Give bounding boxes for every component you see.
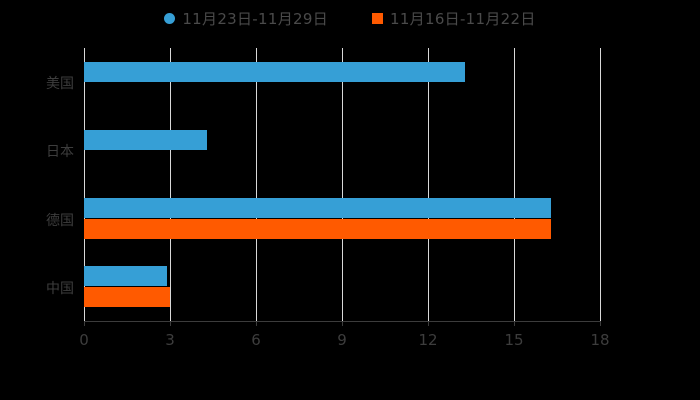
gridline-x-3: [170, 48, 171, 321]
x-tick-mark-12: [428, 321, 429, 326]
x-tick-label: 18: [590, 331, 610, 349]
x-tick-mark-9: [342, 321, 343, 326]
x-tick-label: 9: [337, 331, 347, 349]
bar-series-0-category-3[interactable]: [84, 266, 168, 287]
x-tick-mark-0: [84, 321, 85, 326]
bar-series-0-category-2[interactable]: [84, 198, 552, 219]
x-tick-mark-6: [256, 321, 257, 326]
x-tick-label: 6: [251, 331, 261, 349]
x-tick-mark-18: [600, 321, 601, 326]
x-tick-label: 0: [79, 331, 89, 349]
x-tick-label: 3: [165, 331, 175, 349]
x-tick-label: 15: [504, 331, 524, 349]
bar-series-1-category-3[interactable]: [84, 287, 170, 308]
x-tick-mark-3: [170, 321, 171, 326]
legend-item-series-1[interactable]: 11月16日-11月22日: [372, 8, 536, 29]
bar-series-1-category-2[interactable]: [84, 219, 552, 240]
chart-legend: 11月23日-11月29日 11月16日-11月22日: [0, 6, 700, 30]
legend-marker-circle-icon: [164, 12, 176, 24]
plot-area: [84, 48, 601, 321]
y-axis-label-3: 中国: [46, 280, 74, 297]
y-axis-category-labels: 美国 日本 德国 中国: [0, 48, 74, 321]
bar-series-0-category-0[interactable]: [84, 61, 466, 82]
y-axis-label-0: 美国: [46, 76, 74, 93]
gridline-x-15: [514, 48, 515, 321]
gridline-x-12: [428, 48, 429, 321]
x-tick-mark-15: [514, 321, 515, 326]
y-axis-label-1: 日本: [46, 144, 74, 161]
x-tick-label: 12: [418, 331, 438, 349]
y-axis-label-2: 德国: [46, 212, 74, 229]
gridline-x-6: [256, 48, 257, 321]
bar-series-0-category-1[interactable]: [84, 129, 208, 150]
legend-marker-square-icon: [372, 12, 383, 24]
gridline-x-18: [600, 48, 601, 321]
legend-label-series-1: 11月16日-11月22日: [390, 9, 536, 28]
gridline-x-0: [84, 48, 85, 321]
legend-item-series-0[interactable]: 11月23日-11月29日: [164, 8, 328, 29]
legend-label-series-0: 11月23日-11月29日: [182, 9, 328, 28]
gridline-x-9: [342, 48, 343, 321]
